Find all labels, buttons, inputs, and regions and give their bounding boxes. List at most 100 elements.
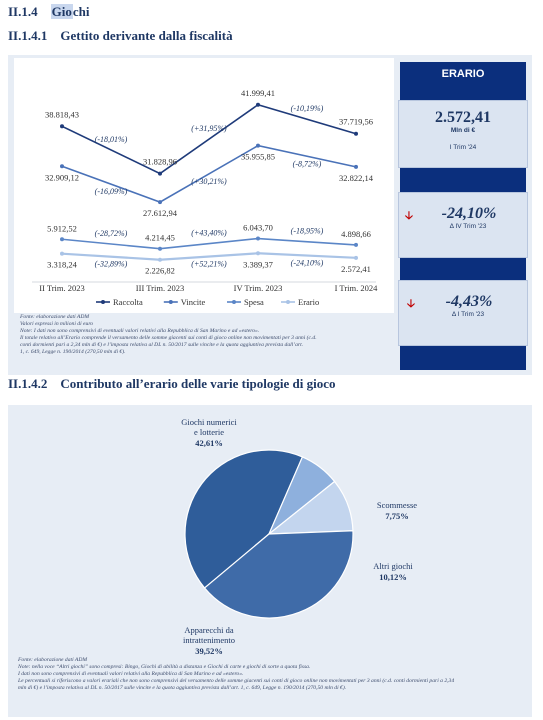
slice-percent: 39,52% <box>195 646 223 656</box>
data-point <box>158 257 162 262</box>
data-label: 41.999,41 <box>241 88 275 98</box>
data-label: 27.612,94 <box>143 208 178 218</box>
legend-label: Raccolta <box>113 297 143 307</box>
change-label: (-32,89%) <box>95 260 128 269</box>
erario-title: ERARIO <box>400 68 526 80</box>
change-label: (+43,40%) <box>191 229 227 238</box>
data-point <box>60 251 64 256</box>
data-label: 3.318,24 <box>47 260 78 270</box>
change-label: (+52,21%) <box>191 260 227 269</box>
slice-label: Altri giochi <box>373 561 413 571</box>
pie-slice <box>203 530 354 619</box>
x-tick-label: II Trim. 2023 <box>39 283 85 293</box>
data-label: 2.226,82 <box>145 266 175 276</box>
legend-label: Spesa <box>244 297 264 307</box>
legend-marker <box>168 300 173 304</box>
note-line: Fonte: elaborazione dati ADM <box>18 657 88 663</box>
kpi-ivtrim-label: Δ IV Trim '23 <box>449 223 487 230</box>
data-label: 3.389,37 <box>243 259 273 269</box>
section-number: II.1.4 <box>8 4 38 19</box>
subsection-number: II.1.4.1 <box>8 28 48 43</box>
data-point <box>256 236 260 241</box>
change-label: (-18,95%) <box>291 227 324 236</box>
x-tick-label: I Trim. 2024 <box>335 283 378 293</box>
data-label: 5.912,52 <box>47 223 77 233</box>
change-label: (-18,01%) <box>95 135 128 144</box>
slice-percent: 42,61% <box>195 438 223 448</box>
note-line: Valori espressi in milioni di euro <box>20 321 94 327</box>
section-title-rest: chi <box>72 4 90 19</box>
data-label: 6.043,70 <box>243 223 273 233</box>
kpi-ivtrim-value: -24,10% <box>441 205 497 222</box>
data-point <box>256 143 260 148</box>
kpi-itrim-value: -4,43% <box>445 293 493 310</box>
note-line: conti dormienti pari a 2,34 mln di €) e … <box>20 342 304 348</box>
data-label: 32.909,12 <box>45 172 79 182</box>
pie-chart-notes: Fonte: elaborazione dati ADM Note: nella … <box>18 657 523 692</box>
erario-value: 2.572,41 <box>435 109 491 126</box>
erario-value-box: 2.572,41 Mln di € I Trim '24 <box>398 100 528 168</box>
subsection-title: Contributo all’erario delle varie tipolo… <box>60 376 336 391</box>
kpi-itrim-label: Δ I Trim '23 <box>451 311 485 318</box>
data-label: 31.828,96 <box>143 157 177 167</box>
x-tick-label: IV Trim. 2023 <box>234 283 283 293</box>
data-label: 2.572,41 <box>341 264 371 274</box>
erario-period: I Trim '24 <box>449 144 477 151</box>
line-chart-notes: Fonte: elaborazione dati ADM Valori espre… <box>20 314 380 356</box>
erario-unit: Mln di € <box>450 127 476 134</box>
kpi-itrim-box: 🡣 -4,43% Δ I Trim '23 <box>398 280 528 346</box>
legend-marker <box>232 300 236 304</box>
change-label: (-10,19%) <box>291 104 324 113</box>
note-line: mln di €) e l’imposta relativa al DL n. … <box>18 685 347 691</box>
erario-panel: ERARIO 2.572,41 Mln di € I Trim '24 🡣 -2… <box>398 62 528 370</box>
change-label: (-8,72%) <box>293 159 322 168</box>
note-line: 1, c. 649, Legge n. 190/2014 (270,50 mln… <box>20 349 126 355</box>
series-line-raccolta <box>61 103 357 175</box>
data-label: 4.214,45 <box>145 233 175 243</box>
data-point <box>354 242 358 247</box>
section-title-highlight: Gio <box>50 4 73 19</box>
data-label: 35.955,85 <box>241 152 275 162</box>
line-chart-background <box>14 58 394 313</box>
data-label: 4.898,66 <box>341 229 371 239</box>
slice-label: Apparecchi da <box>184 625 234 635</box>
data-point <box>354 131 358 136</box>
subsection-title: Gettito derivante dalla fiscalità <box>60 28 233 43</box>
subsection-number: II.1.4.2 <box>8 376 48 391</box>
line-chart: 38.818,43 31.828,96 41.999,41 37.719,56 (-18… <box>14 58 394 313</box>
legend-label: Erario <box>298 297 319 307</box>
data-point <box>60 164 64 169</box>
data-label: 38.818,43 <box>45 109 79 119</box>
legend-marker <box>286 300 290 304</box>
series-line-spesa <box>61 237 357 250</box>
data-point <box>158 246 162 251</box>
data-point <box>256 102 260 107</box>
data-point <box>354 164 358 169</box>
slice-label: intrattenimento <box>183 635 235 645</box>
data-point <box>60 124 64 129</box>
slice-label: Scommesse <box>377 500 417 510</box>
slice-label: Giochi numerici <box>181 417 237 427</box>
series-line-vincite <box>61 144 357 203</box>
slice-percent: 7,75% <box>385 511 408 521</box>
data-point <box>354 255 358 260</box>
down-arrow-icon: 🡣 <box>407 298 415 310</box>
subsection-heading-1: II.1.4.1 Gettito derivante dalla fiscali… <box>8 28 233 44</box>
pie-slice <box>184 449 304 589</box>
data-label: 32.822,14 <box>339 173 374 183</box>
note-line: Fonte: elaborazione dati ADM <box>20 314 90 320</box>
change-label: (-28,72%) <box>95 229 128 238</box>
section-heading: II.1.4 Giochi <box>8 4 89 20</box>
data-label: 37.719,56 <box>339 117 373 127</box>
data-point <box>60 237 64 242</box>
change-label: (-24,10%) <box>291 259 324 268</box>
down-arrow-icon: 🡣 <box>405 210 413 222</box>
subsection-heading-2: II.1.4.2 Contributo all’erario delle var… <box>8 376 336 392</box>
change-label: (+30,21%) <box>191 177 227 186</box>
slice-label: e lotterie <box>194 427 224 437</box>
data-point <box>256 251 260 256</box>
note-line: Le percentuali si riferiscono a valori e… <box>18 678 455 684</box>
change-label: (-16,09%) <box>95 187 128 196</box>
series-line-erario <box>61 252 357 261</box>
